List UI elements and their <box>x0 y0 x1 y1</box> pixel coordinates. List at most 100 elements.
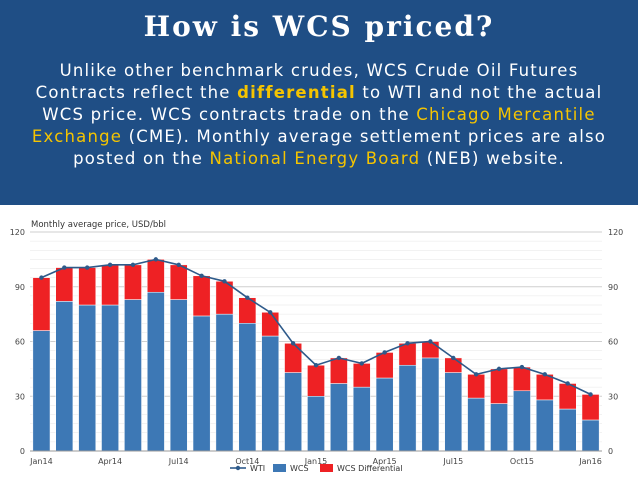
desc-highlight-differential: differential <box>237 83 356 102</box>
desc-text-2: to WTI and not the actual WCS price. WCS… <box>42 83 603 124</box>
bar-wcs-differential <box>147 259 165 293</box>
wti-point <box>268 310 273 315</box>
legend-wcs-swatch <box>273 464 286 472</box>
bar-wcs-differential <box>192 275 211 317</box>
bar-wcs-differential <box>307 364 325 397</box>
wti-point <box>542 372 547 377</box>
bar-wcs <box>169 299 188 452</box>
wti-point <box>245 295 250 300</box>
bar-wcs <box>32 330 51 452</box>
bar-wcs <box>101 304 119 452</box>
y-tick-label-right: 30 <box>608 392 618 401</box>
legend-wti-marker <box>235 465 241 471</box>
y-tick-label-right: 0 <box>608 447 613 456</box>
desc-text-3: (CME). Monthly average settlement prices… <box>73 127 607 168</box>
bar-wcs <box>558 408 577 452</box>
bar-wcs <box>467 397 485 452</box>
x-tick-label: Apr15 <box>373 457 397 466</box>
wti-point <box>313 363 319 368</box>
x-tick-label: Jul15 <box>442 457 463 466</box>
wti-point <box>336 355 342 361</box>
bar-wcs-differential <box>32 277 51 331</box>
x-tick-label: Jul14 <box>168 457 189 466</box>
bar-wcs <box>78 304 97 452</box>
bar-wcs-differential <box>513 366 531 392</box>
bar-wcs-differential <box>467 374 485 399</box>
x-tick-label: Jan14 <box>29 457 53 466</box>
y-tick-label-left: 120 <box>10 228 25 237</box>
wti-point <box>176 262 181 268</box>
bar-wcs <box>444 372 463 452</box>
wti-point <box>85 265 90 270</box>
y-tick-label-left: 60 <box>15 338 25 347</box>
y-tick-label-right: 90 <box>608 283 618 292</box>
bar-wcs <box>55 301 74 452</box>
bar-wcs <box>330 383 348 452</box>
bar-wcs-differential <box>124 264 142 300</box>
bar-wcs-differential <box>261 312 280 337</box>
bar-wcs <box>238 323 257 452</box>
chart-axes: 0 0 30 30 60 60 90 90 120 120 Jan14 Apr14 Jul14 Oct14… <box>10 228 624 466</box>
legend-diff-swatch <box>320 464 333 472</box>
page-title: How is WCS priced? <box>143 10 495 43</box>
bar-wcs-differential <box>375 352 394 379</box>
legend-diff-label: WCS Differential <box>337 464 403 473</box>
wti-point <box>519 364 525 370</box>
wti-point <box>451 355 456 361</box>
desc-highlight-neb: National Energy Board <box>209 149 421 168</box>
wti-point <box>62 265 67 270</box>
wti-point <box>359 361 364 366</box>
wti-point <box>107 262 113 268</box>
wti-point <box>496 366 502 372</box>
bar-wcs-differential <box>535 374 554 401</box>
x-tick-label: Apr14 <box>98 457 122 466</box>
bar-wcs-differential <box>421 341 440 359</box>
wti-point <box>565 381 570 386</box>
wti-point <box>473 372 479 377</box>
bar-wcs <box>375 377 394 452</box>
bar-wcs-differential <box>101 264 119 306</box>
bar-wcs <box>261 335 280 452</box>
bar-wcs-differential <box>169 264 188 300</box>
bar-wcs <box>421 357 440 452</box>
bar-wcs <box>307 396 325 452</box>
legend-wti-label: WTI <box>250 464 265 473</box>
x-tick-label: Oct15 <box>510 457 534 466</box>
wti-line-group <box>39 257 593 397</box>
bar-wcs-differential <box>78 267 97 306</box>
wti-point <box>290 341 296 346</box>
bar-wcs <box>535 399 554 452</box>
y-tick-label-right: 60 <box>608 338 618 347</box>
bar-wcs <box>490 403 508 452</box>
bar-wcs <box>513 390 531 452</box>
bar-wcs <box>352 386 371 452</box>
chart-bars <box>32 259 600 452</box>
desc-text-4: (NEB) website. <box>420 149 565 168</box>
bar-wcs <box>581 419 600 452</box>
bar-wcs-differential <box>558 383 577 410</box>
bar-wcs <box>147 291 165 452</box>
header-banner: How is WCS priced? Unlike other benchmar… <box>0 0 638 205</box>
bar-wcs <box>124 299 142 452</box>
wti-point <box>153 257 159 262</box>
bar-wcs <box>284 372 302 452</box>
bar-wcs-differential <box>55 267 74 302</box>
x-tick-label: Jan15 <box>304 457 328 466</box>
wti-point <box>130 262 136 268</box>
bar-wcs-differential <box>581 394 600 421</box>
wti-point <box>199 273 204 278</box>
wti-point <box>222 279 227 284</box>
description: Unlike other benchmark crudes, WCS Crude… <box>14 60 624 170</box>
bar-wcs <box>398 364 417 452</box>
chart-subtitle: Monthly average price, USD/bbl <box>31 220 166 230</box>
bar-wcs <box>215 313 234 452</box>
wti-point <box>428 339 433 344</box>
y-tick-label-left: 90 <box>15 283 25 292</box>
bar-wcs-differential <box>330 357 348 384</box>
desc-highlight-cme: Chicago Mercantile Exchange <box>31 105 596 146</box>
wti-point <box>382 350 387 355</box>
wti-point <box>405 341 410 346</box>
bar-wcs-differential <box>490 368 508 404</box>
desc-text-1: Unlike other benchmark crudes, WCS Crude… <box>35 61 579 102</box>
y-tick-label-left: 30 <box>15 392 25 401</box>
